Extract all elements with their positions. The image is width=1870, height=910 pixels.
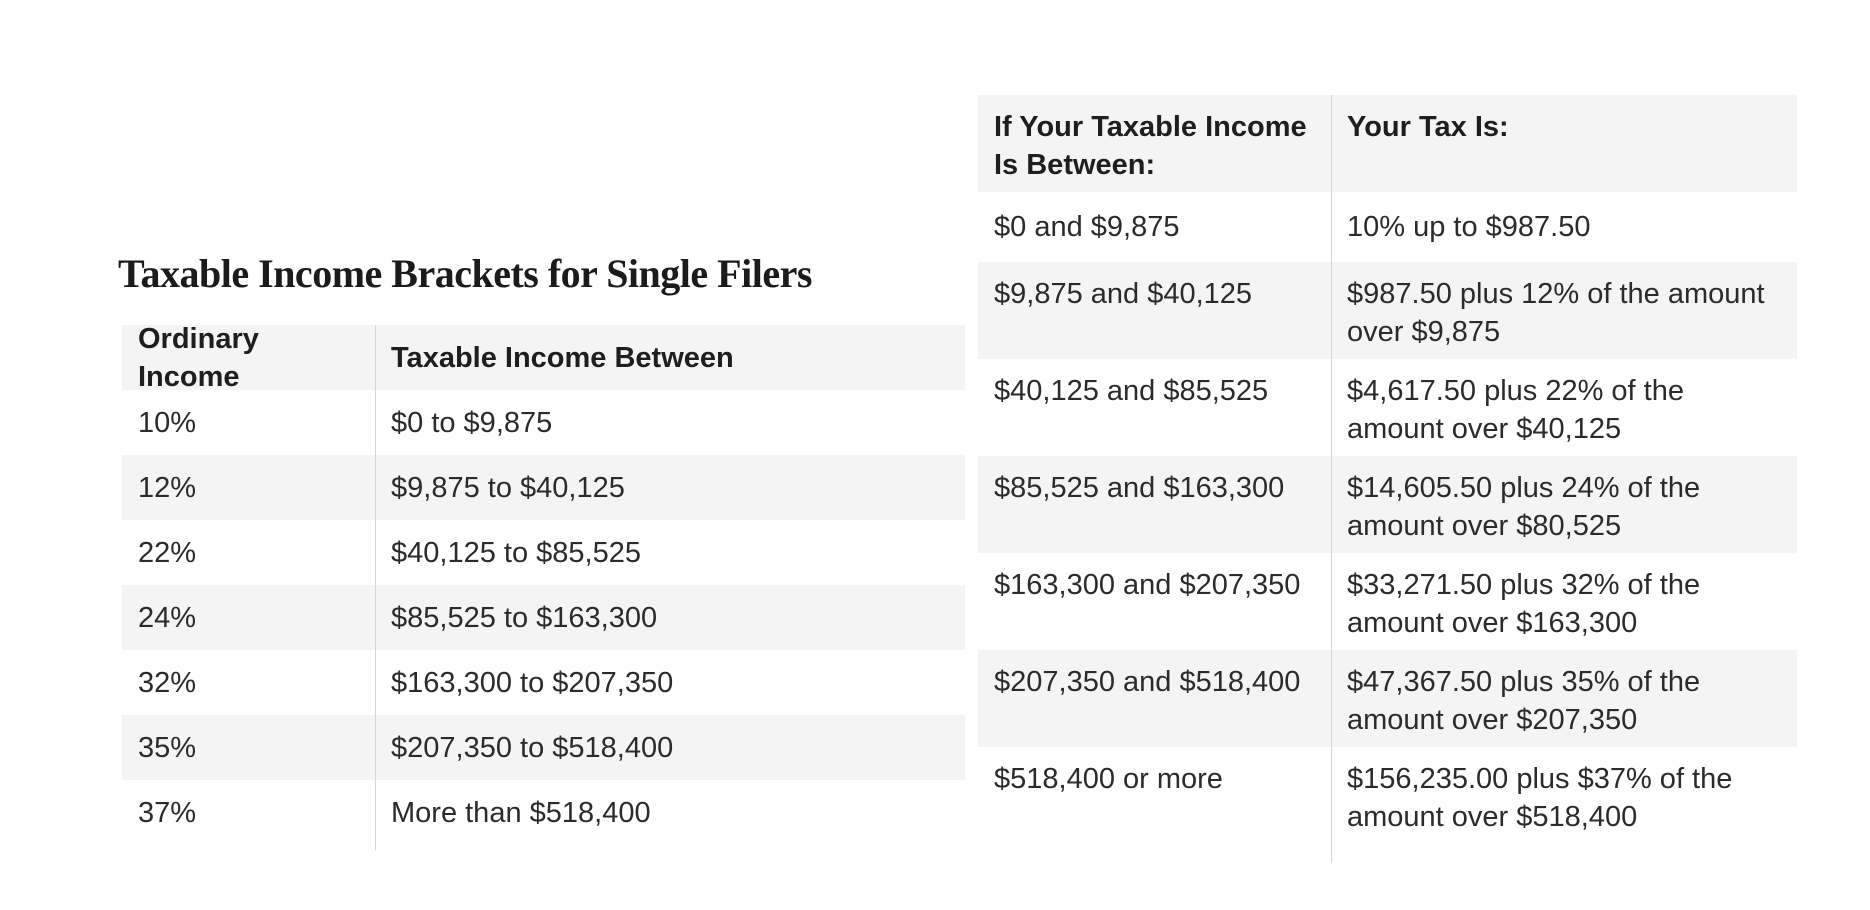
tax-rate-cell: 32% <box>138 666 197 699</box>
tax-formula-cell: $4,617.50 plus 22% of the amount over $4… <box>1347 375 1684 445</box>
tax-rate-cell: 22% <box>138 536 197 569</box>
income-range-cell: $207,350 to $518,400 <box>391 731 674 764</box>
tax-rate-cell: 24% <box>138 601 197 634</box>
income-between-cell: $9,875 and $40,125 <box>994 278 1253 310</box>
tax-rate-cell: 10% <box>138 406 197 439</box>
table-row: $207,350 and $518,400 $47,367.50 plus 35… <box>978 650 1797 747</box>
income-range-cell: $163,300 to $207,350 <box>391 666 674 699</box>
table-header-row: Ordinary Income Taxable Income Between <box>122 323 965 393</box>
single-filers-brackets-table: Ordinary Income Taxable Income Between 1… <box>122 323 965 850</box>
table-row: 24% $85,525 to $163,300 <box>122 585 965 650</box>
tax-formula-cell: $987.50 plus 12% of the amount over $9,8… <box>1347 278 1765 348</box>
tax-formula-cell: $14,605.50 plus 24% of the amount over $… <box>1347 472 1701 542</box>
tax-rate-cell: 35% <box>138 731 197 764</box>
column-divider <box>375 325 376 850</box>
table-row: $85,525 and $163,300 $14,605.50 plus 24%… <box>978 456 1797 553</box>
column-header-ordinary-income: Ordinary Income <box>138 322 259 393</box>
page-title: Taxable Income Brackets for Single Filer… <box>118 251 812 296</box>
table-row: $9,875 and $40,125 $987.50 plus 12% of t… <box>978 262 1797 359</box>
income-between-cell: $518,400 or more <box>994 763 1223 795</box>
table-row: $518,400 or more $156,235.00 plus $37% o… <box>978 747 1797 844</box>
tax-rate-cell: 12% <box>138 471 197 504</box>
income-between-cell: $163,300 and $207,350 <box>994 569 1301 601</box>
tax-formula-cell: $47,367.50 plus 35% of the amount over $… <box>1347 666 1701 736</box>
tax-formula-cell: 10% up to $987.50 <box>1347 211 1591 243</box>
income-range-cell: $9,875 to $40,125 <box>391 471 625 504</box>
column-header-taxable-income-between: Taxable Income Between <box>391 341 734 374</box>
table-row: $40,125 and $85,525 $4,617.50 plus 22% o… <box>978 359 1797 456</box>
income-between-cell: $40,125 and $85,525 <box>994 375 1269 407</box>
income-between-cell: $0 and $9,875 <box>994 211 1180 243</box>
income-range-cell: $0 to $9,875 <box>391 406 553 439</box>
tax-formula-cell: $33,271.50 plus 32% of the amount over $… <box>1347 569 1701 639</box>
income-range-cell: More than $518,400 <box>391 796 651 829</box>
table-row: 10% $0 to $9,875 <box>122 390 965 455</box>
income-between-cell: $85,525 and $163,300 <box>994 472 1285 504</box>
income-range-cell: $85,525 to $163,300 <box>391 601 658 634</box>
column-header-income-between: If Your Taxable Income Is Between: <box>994 111 1307 181</box>
tax-calculation-table: If Your Taxable Income Is Between: Your … <box>978 95 1797 863</box>
table-row: 32% $163,300 to $207,350 <box>122 650 965 715</box>
table-row: $163,300 and $207,350 $33,271.50 plus 32… <box>978 553 1797 650</box>
table-row: $0 and $9,875 10% up to $987.50 <box>978 192 1797 262</box>
table-row: 37% More than $518,400 <box>122 780 965 845</box>
column-header-your-tax-is: Your Tax Is: <box>1347 111 1509 143</box>
income-range-cell: $40,125 to $85,525 <box>391 536 641 569</box>
table-row: 22% $40,125 to $85,525 <box>122 520 965 585</box>
tax-rate-cell: 37% <box>138 796 197 829</box>
column-divider <box>1331 95 1332 863</box>
table-header-row: If Your Taxable Income Is Between: Your … <box>978 95 1797 192</box>
table-row: 12% $9,875 to $40,125 <box>122 455 965 520</box>
table-row: 35% $207,350 to $518,400 <box>122 715 965 780</box>
income-between-cell: $207,350 and $518,400 <box>994 666 1301 698</box>
tax-formula-cell: $156,235.00 plus $37% of the amount over… <box>1347 763 1733 833</box>
